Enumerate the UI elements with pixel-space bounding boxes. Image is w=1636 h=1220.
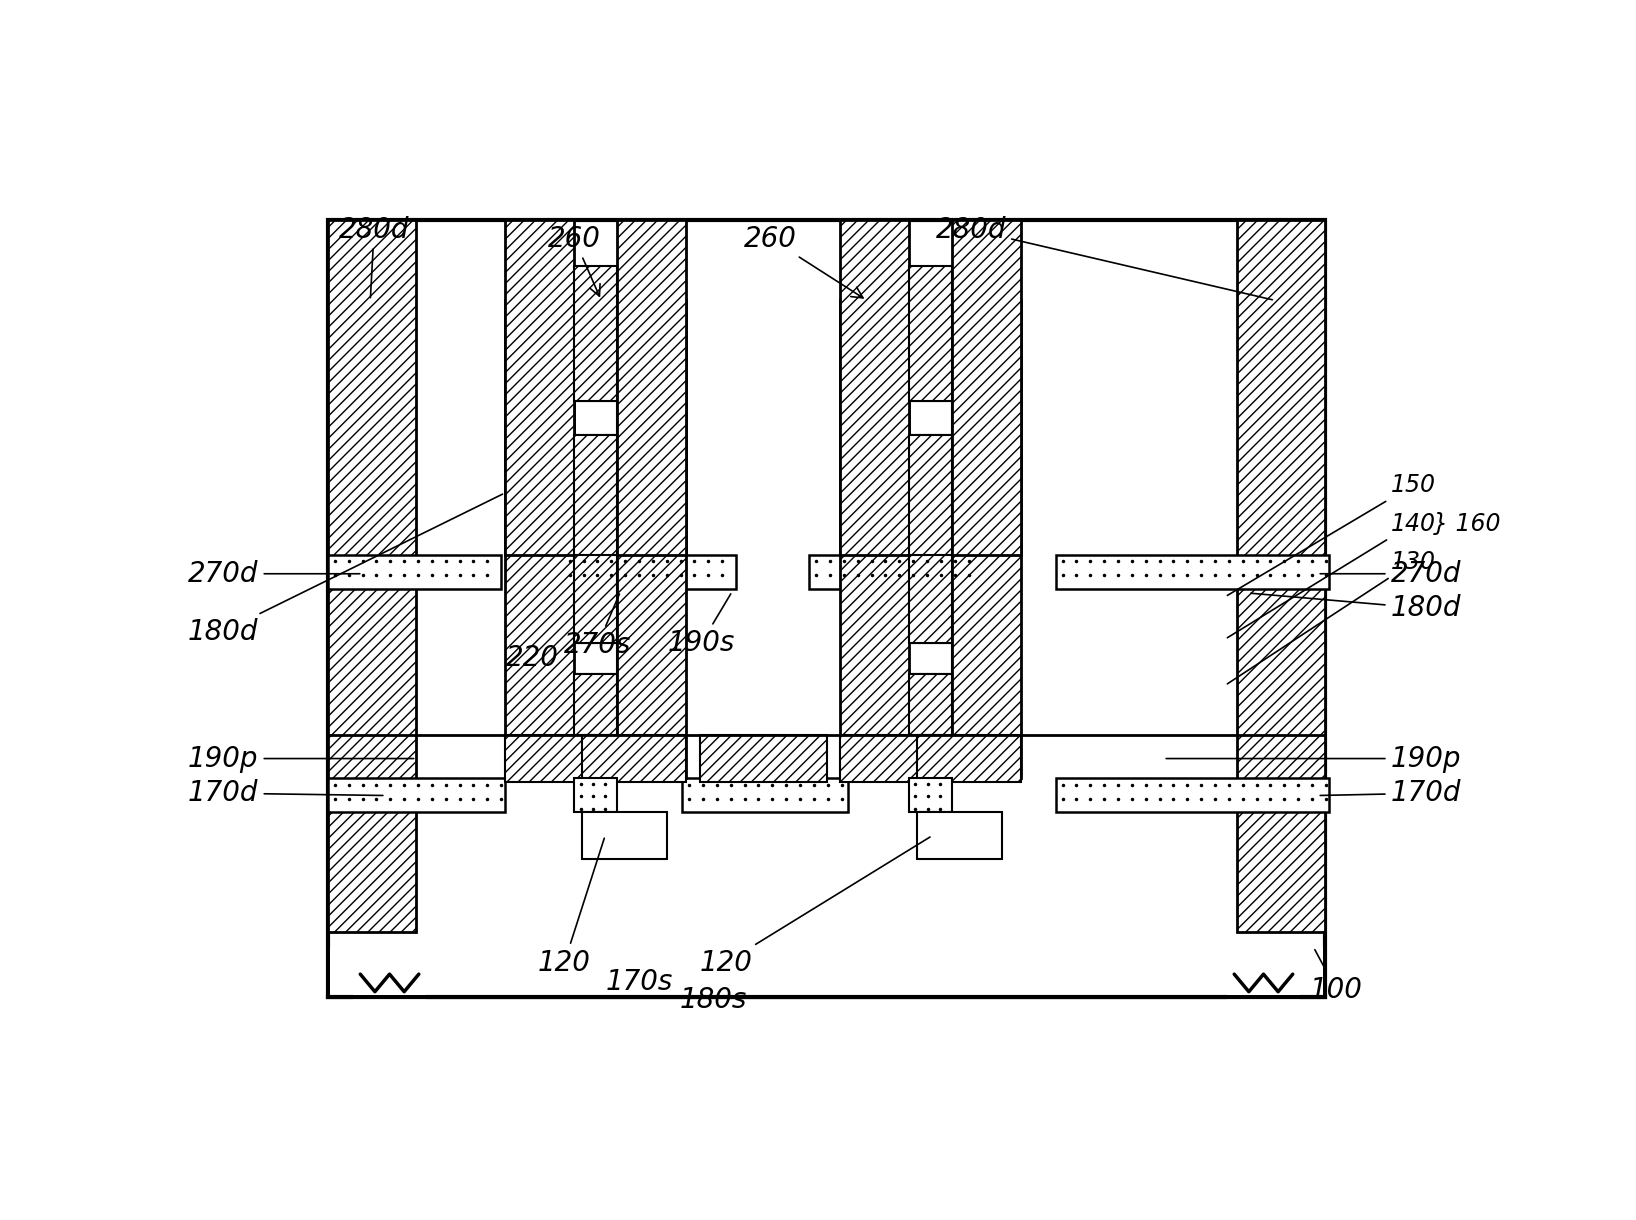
Text: 100: 100 (1310, 949, 1363, 1004)
Bar (617, 220, 685, 555)
Text: 190s: 190s (667, 594, 735, 658)
Bar (574, 673, 617, 778)
Bar (910, 266, 952, 400)
Text: 260: 260 (548, 224, 600, 296)
Bar (617, 300, 685, 778)
Bar (327, 555, 501, 589)
Text: 170d: 170d (1320, 780, 1461, 808)
Text: 270s: 270s (564, 594, 631, 659)
Bar (910, 778, 952, 813)
Bar (582, 736, 685, 782)
Bar (1055, 778, 1328, 813)
Bar (839, 736, 944, 782)
Bar (574, 778, 617, 813)
Text: 120: 120 (700, 837, 929, 976)
Bar (910, 536, 952, 643)
Bar (330, 947, 1324, 996)
Text: 170s: 170s (605, 967, 674, 996)
Bar (952, 220, 1021, 555)
Text: 270d: 270d (188, 560, 360, 588)
Text: 180d: 180d (188, 494, 502, 645)
Bar (910, 643, 952, 673)
Text: 180s: 180s (679, 986, 746, 1014)
Bar (506, 300, 574, 778)
Bar (910, 436, 952, 555)
Bar (952, 300, 1021, 778)
Text: 130: 130 (1227, 550, 1435, 684)
Bar (574, 436, 617, 555)
Text: 270d: 270d (1320, 560, 1461, 588)
Bar (327, 778, 506, 813)
Text: 220: 220 (506, 644, 558, 672)
Text: 170d: 170d (188, 780, 383, 808)
Bar (574, 536, 617, 643)
Text: 280d: 280d (936, 216, 1273, 300)
Bar (563, 555, 736, 589)
Bar (918, 813, 1001, 859)
Bar (574, 266, 617, 400)
Text: 150: 150 (1227, 473, 1435, 595)
Text: 280d: 280d (339, 216, 409, 298)
Bar (700, 736, 826, 782)
Bar (1055, 555, 1328, 589)
Bar (839, 300, 910, 778)
Bar (1237, 220, 1325, 932)
Text: 260: 260 (744, 224, 864, 298)
Bar (574, 643, 617, 673)
Bar (682, 778, 847, 813)
Bar (327, 220, 1325, 997)
Bar (327, 220, 417, 932)
Text: 190p: 190p (1166, 744, 1461, 772)
Text: 140: 140 (1227, 511, 1435, 638)
Bar (574, 400, 617, 436)
Bar (810, 555, 983, 589)
Bar (910, 673, 952, 778)
Text: 180d: 180d (1252, 593, 1461, 622)
Bar (506, 736, 609, 782)
Text: } 160: } 160 (1433, 511, 1500, 536)
Bar (839, 220, 910, 555)
Bar (918, 736, 1021, 782)
Text: 120: 120 (538, 838, 604, 976)
Bar (910, 400, 952, 436)
Bar (582, 813, 667, 859)
Text: 190p: 190p (188, 744, 414, 772)
Bar (506, 220, 574, 555)
